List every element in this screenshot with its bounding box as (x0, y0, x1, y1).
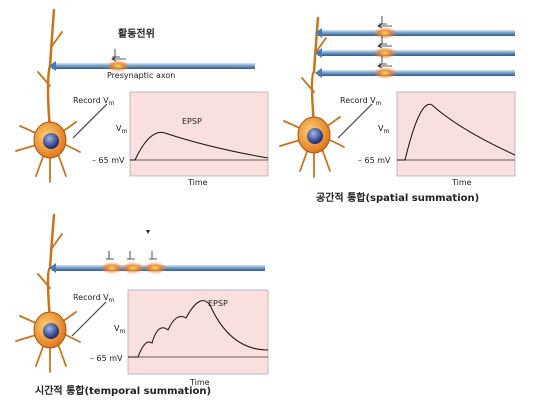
curve-label: EPSP (208, 299, 228, 308)
record-sub: m (376, 100, 382, 107)
depolarization (106, 60, 130, 72)
axon (318, 70, 515, 76)
apical-dendrite (46, 8, 56, 132)
spike-icon (106, 251, 114, 260)
plot-area (396, 91, 516, 177)
axon-terminal (315, 68, 322, 78)
x-label: Time (451, 178, 472, 187)
axon (318, 50, 515, 56)
rest-label: – 65 mV (358, 156, 391, 165)
plot-area (129, 91, 269, 177)
depolarization (100, 262, 124, 274)
record-sub: m (109, 297, 115, 304)
marker (146, 230, 150, 234)
trace (130, 131, 269, 161)
arrow (377, 63, 392, 69)
dendrite (15, 233, 81, 373)
y-sub: m (119, 328, 125, 335)
x-label: Time (187, 178, 208, 187)
axon-terminal (49, 61, 56, 71)
y-label: Vm (114, 324, 125, 335)
rest-label: – 65 mV (90, 354, 123, 363)
curve-label: EPSP (182, 117, 202, 126)
depolarization (373, 67, 397, 79)
arrow (377, 43, 392, 49)
electrode (337, 103, 373, 139)
panel-title: 활동전위 (118, 27, 155, 40)
spike-icon (379, 16, 387, 25)
record-text: Record V (73, 293, 109, 302)
y-label: Vm (378, 124, 389, 135)
y-text: V (114, 324, 120, 333)
y-sub: m (383, 128, 389, 135)
nucleus (43, 323, 59, 339)
y-text: V (116, 124, 122, 133)
dendrite (279, 37, 345, 178)
caption: 공간적 통합(spatial summation) (316, 191, 479, 204)
axon-terminal (315, 28, 322, 38)
plot-area (127, 289, 269, 375)
y-text: V (378, 124, 384, 133)
record-label: Record Vm (73, 293, 115, 304)
record-label: Record Vm (340, 96, 382, 107)
record-text: Record V (340, 96, 376, 105)
depolarization (373, 27, 397, 39)
record-text: Record V (73, 96, 109, 105)
depolarization (143, 262, 167, 274)
axon-terminal (315, 48, 322, 58)
arrow (377, 23, 392, 29)
spike-icon (379, 36, 387, 45)
record-sub: m (109, 100, 115, 107)
electrode (72, 103, 108, 139)
electrode (71, 301, 107, 337)
spike-icon (379, 56, 387, 65)
axon (52, 63, 255, 69)
axon-terminal (49, 263, 56, 273)
axon (318, 30, 515, 36)
record-label: Record Vm (73, 96, 115, 107)
axon-label: Presynaptic axon (107, 71, 175, 80)
spike-icon (112, 49, 120, 58)
spike-icon (127, 251, 135, 260)
depolarization (373, 47, 397, 59)
caption: 시간적 통합(temporal summation) (35, 384, 211, 397)
rest-label: – 65 mV (92, 156, 125, 165)
arrow (111, 56, 126, 62)
trace (397, 103, 516, 161)
depolarization (121, 262, 145, 274)
nucleus (307, 128, 323, 144)
nucleus (43, 133, 59, 149)
trace (128, 300, 269, 358)
y-label: Vm (116, 124, 127, 135)
dendrite (15, 31, 81, 183)
y-sub: m (121, 128, 127, 135)
spike-icon (149, 251, 157, 260)
x-label: Time (189, 378, 210, 387)
